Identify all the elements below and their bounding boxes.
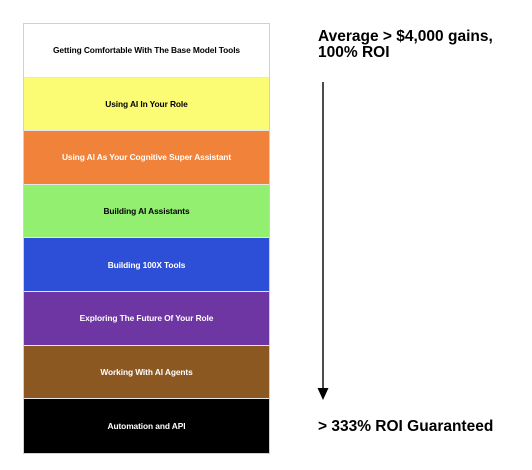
tier-ai-in-role: Using AI In Your Role <box>24 77 269 132</box>
tier-building-100x-tools: Building 100X Tools <box>24 238 269 292</box>
tier-base-model-tools: Getting Comfortable With The Base Model … <box>24 24 269 78</box>
annotation-top: Average > $4,000 gains, 100% ROI <box>318 28 493 61</box>
tier-future-of-role: Exploring The Future Of Your Role <box>24 291 269 346</box>
learning-ladder: Getting Comfortable With The Base Model … <box>23 23 270 454</box>
tier-automation-api: Automation and API <box>24 399 269 453</box>
arrow-down-icon <box>317 82 329 400</box>
annotation-bottom: > 333% ROI Guaranteed <box>318 418 494 435</box>
tier-ai-agents: Working With AI Agents <box>24 345 269 400</box>
tier-cognitive-super-assistant: Using AI As Your Cognitive Super Assista… <box>24 131 269 185</box>
tier-building-ai-assistants: Building AI Assistants <box>24 184 269 239</box>
